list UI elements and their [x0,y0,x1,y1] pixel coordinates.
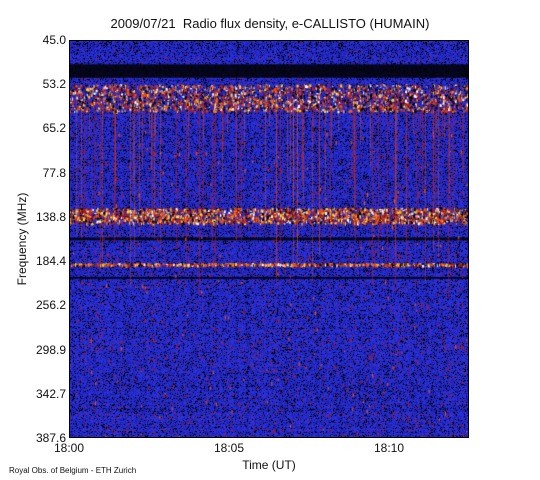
y-tick-label: 77.8 [42,165,66,180]
y-tick-label: 256.2 [35,298,66,313]
y-tick-label: 53.2 [42,77,66,92]
chart-title: 2009/07/21 Radio flux density, e-CALLIST… [110,16,430,31]
x-tick-label: 18:05 [213,441,245,455]
y-tick-label: 298.9 [35,342,66,357]
y-tick-label: 387.6 [35,431,66,445]
y-tick-label: 184.4 [35,254,66,269]
spectrogram-plot-area [69,40,469,438]
y-tick-label: 45.0 [42,33,66,47]
x-axis-label: Time (UT) [242,458,296,472]
x-tick-label: 18:00 [53,441,85,455]
y-tick-label: 342.7 [35,386,66,401]
spectrogram-heatmap [69,40,469,438]
y-tick-label: 65.2 [42,121,66,136]
credit-text: Royal Obs. of Belgium - ETH Zurich [9,466,137,475]
x-tick-label: 18:10 [373,441,405,455]
y-tick-label: 138.8 [35,209,66,224]
y-axis-label: Frequency (MHz) [15,192,29,286]
